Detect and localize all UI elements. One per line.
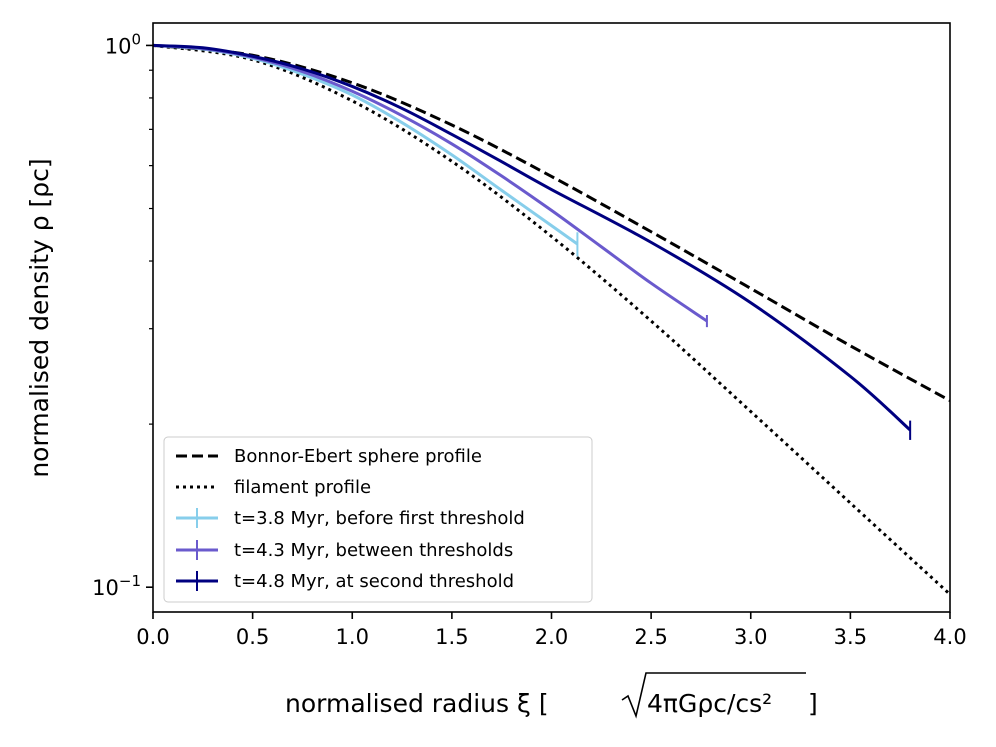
legend: Bonnor-Ebert sphere profile filament pro… <box>163 436 593 603</box>
x-tick-label: 2.0 <box>535 625 568 649</box>
legend-label-t48: t=4.8 Myr, at second threshold <box>234 571 514 592</box>
series-line-filament-profile <box>153 43 950 596</box>
x-axis-label: normalised radius ξ [ <box>285 689 549 718</box>
x-tick-label: 0.0 <box>136 625 169 649</box>
x-tick-label: 4.0 <box>933 625 966 649</box>
x-tick-label: 1.0 <box>336 625 369 649</box>
x-tick-label: 1.5 <box>435 625 468 649</box>
series-line-t-3-8-myr-before-first-threshold <box>153 43 579 246</box>
sqrt-radical-icon <box>621 672 806 719</box>
legend-label-t43: t=4.3 Myr, between thresholds <box>234 540 513 561</box>
x-axis-unit: 4πGρc/cs² <box>647 689 772 718</box>
x-tick-label: 3.0 <box>734 625 767 649</box>
legend-frame <box>163 436 593 603</box>
x-tick-label: 3.5 <box>834 625 867 649</box>
x-axis-label-close: ] <box>808 689 818 718</box>
x-tick-label: 2.5 <box>634 625 667 649</box>
series-line-t-4-3-myr-between-thresholds <box>153 43 708 323</box>
legend-label-t38: t=3.8 Myr, before first threshold <box>234 508 525 529</box>
series-line-bonnor-ebert-sphere-profile <box>153 43 950 402</box>
y-axis-label: normalised density ρ [ρc] <box>25 158 54 477</box>
legend-label-filament: filament profile <box>234 477 371 498</box>
series-line-t-4-8-myr-at-second-threshold <box>153 43 912 432</box>
legend-label-bonnor-ebert: Bonnor-Ebert sphere profile <box>234 446 482 467</box>
y-tick-label: 100 <box>105 30 141 58</box>
x-tick-label: 0.5 <box>236 625 269 649</box>
y-tick-label: 10−1 <box>92 572 141 600</box>
